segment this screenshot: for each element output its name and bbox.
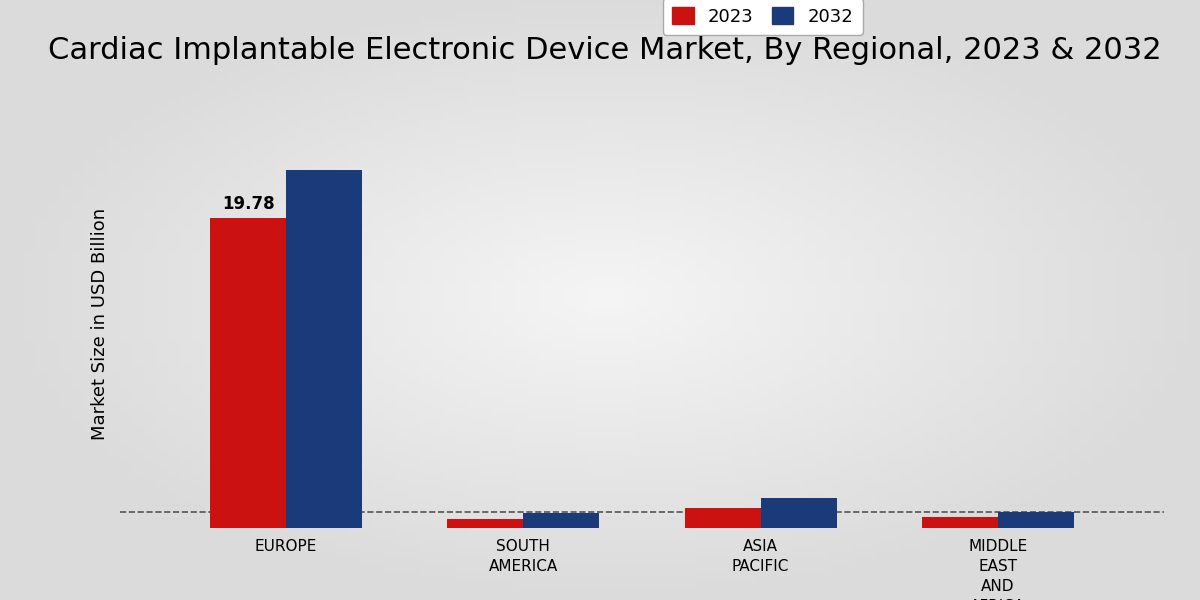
Legend: 2023, 2032: 2023, 2032 [662,0,863,35]
Bar [998,512,1074,528]
Text: Cardiac Implantable Electronic Device Market, By Regional, 2023 & 2032: Cardiac Implantable Electronic Device Ma… [48,36,1162,65]
Bar [761,498,836,528]
Bar [210,218,286,528]
Bar [922,517,998,528]
Bar [286,170,362,528]
Bar [448,520,523,528]
Bar [523,513,599,528]
Bar [685,508,761,528]
Y-axis label: Market Size in USD Billion: Market Size in USD Billion [91,208,109,440]
Text: 19.78: 19.78 [222,195,275,213]
